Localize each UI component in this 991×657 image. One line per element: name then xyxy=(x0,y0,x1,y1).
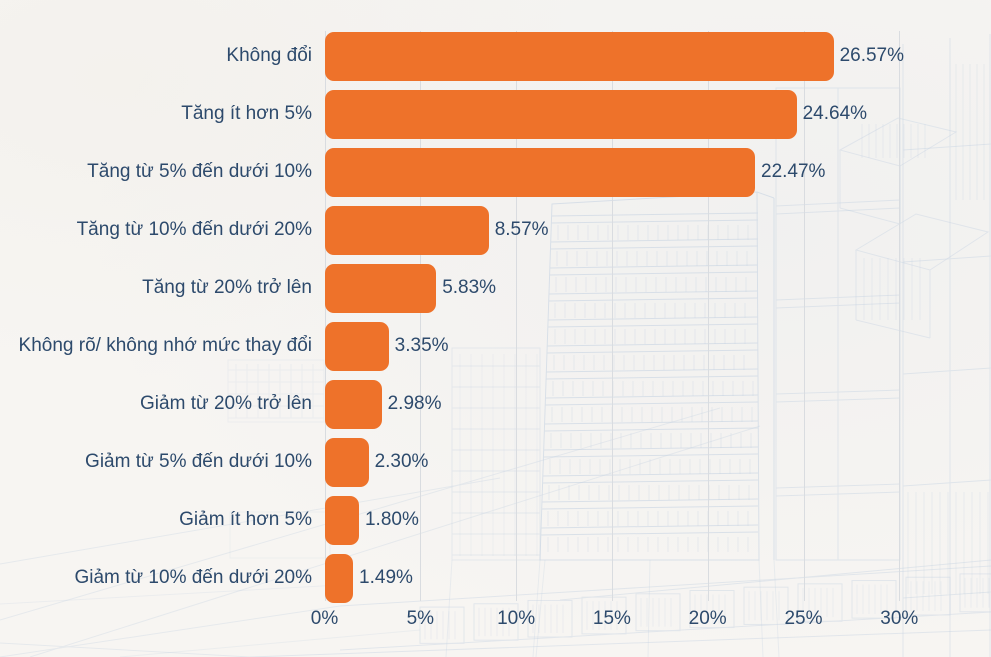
gridline xyxy=(899,31,901,601)
bar xyxy=(324,380,382,429)
gridline xyxy=(420,31,422,601)
value-label: 2.98% xyxy=(387,392,442,414)
category-label: Giảm từ 10% đến dưới 20% xyxy=(74,566,312,588)
bar xyxy=(324,438,369,487)
bar-row: Tăng từ 5% đến dưới 10% 22.47% xyxy=(0,148,991,197)
bar xyxy=(324,496,359,545)
bar-row: Giảm ít hơn 5% 1.80% xyxy=(0,496,991,545)
x-axis-tick-label: 30% xyxy=(880,608,919,629)
category-label: Tăng từ 20% trở lên xyxy=(142,276,312,298)
value-label: 2.30% xyxy=(374,450,429,472)
bar-row: Giảm từ 20% trở lên 2.98% xyxy=(0,380,991,429)
category-label: Giảm từ 20% trở lên xyxy=(140,392,312,414)
bar-row: Tăng từ 10% đến dưới 20% 8.57% xyxy=(0,206,991,255)
category-label: Tăng từ 5% đến dưới 10% xyxy=(87,160,312,182)
bar xyxy=(324,264,437,313)
value-label: 1.80% xyxy=(364,508,419,530)
bar xyxy=(324,322,389,371)
bar xyxy=(324,32,834,81)
category-label: Không đổi xyxy=(226,44,312,66)
value-label: 26.57% xyxy=(839,44,905,66)
value-label: 3.35% xyxy=(394,334,449,356)
x-axis-tick-label: 10% xyxy=(497,608,536,629)
bar xyxy=(324,90,797,139)
value-label: 22.47% xyxy=(761,160,826,182)
bar xyxy=(324,148,756,197)
value-label: 5.83% xyxy=(442,276,497,298)
bar-row: Không rõ/ không nhớ mức thay đổi 3.35% xyxy=(0,322,991,371)
gridline xyxy=(516,31,518,601)
bar-row: Tăng từ 20% trở lên 5.83% xyxy=(0,264,991,313)
bar-row: Giảm từ 5% đến dưới 10% 2.30% xyxy=(0,438,991,487)
gridline xyxy=(803,31,805,601)
category-label: Không rõ/ không nhớ mức thay đổi xyxy=(18,334,312,356)
value-label: 8.57% xyxy=(494,218,549,240)
bar xyxy=(324,554,354,603)
x-axis-tick-label: 25% xyxy=(784,608,823,629)
category-label: Giảm ít hơn 5% xyxy=(179,508,312,530)
x-axis-tick-label: 0% xyxy=(310,608,339,629)
bar-row: Giảm từ 10% đến dưới 20% 1.49% xyxy=(0,554,991,603)
x-axis-tick-label: 15% xyxy=(592,608,631,629)
bar-row: Tăng ít hơn 5% 24.64% xyxy=(0,90,991,139)
category-label: Tăng từ 10% đến dưới 20% xyxy=(76,218,312,240)
gridline xyxy=(707,31,709,601)
category-label: Giảm từ 5% đến dưới 10% xyxy=(85,450,312,472)
value-label: 1.49% xyxy=(359,566,413,588)
gridline xyxy=(611,31,613,601)
x-axis-tick-label: 20% xyxy=(688,608,727,629)
bar xyxy=(324,206,489,255)
category-label: Tăng ít hơn 5% xyxy=(181,102,312,124)
gridline xyxy=(324,31,326,601)
x-axis-tick-label: 5% xyxy=(406,608,435,629)
bar-row: Không đổi 26.57% xyxy=(0,32,991,81)
value-label: 24.64% xyxy=(802,102,868,124)
